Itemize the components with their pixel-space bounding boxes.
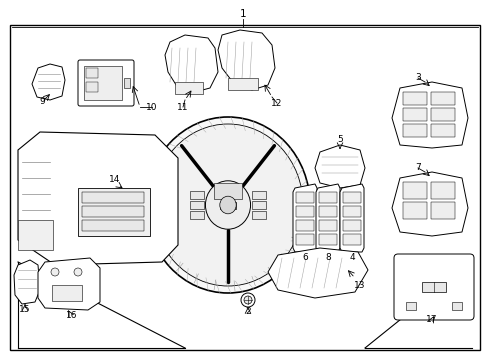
Bar [296, 234, 314, 245]
Ellipse shape [153, 124, 303, 286]
Bar [431, 202, 455, 219]
Text: 5: 5 [337, 135, 343, 144]
Bar [319, 234, 337, 245]
Bar [403, 182, 427, 199]
Bar [78, 188, 150, 236]
Text: 13: 13 [354, 280, 366, 289]
Ellipse shape [220, 196, 236, 214]
Text: 6: 6 [302, 253, 308, 262]
Bar [82, 192, 144, 203]
Circle shape [244, 296, 252, 304]
Polygon shape [18, 132, 178, 265]
Bar [84, 66, 122, 100]
Bar [343, 206, 361, 217]
Text: 3: 3 [415, 73, 421, 82]
FancyBboxPatch shape [394, 254, 474, 320]
Bar [124, 78, 130, 88]
Bar [403, 108, 427, 121]
Polygon shape [315, 145, 365, 188]
Polygon shape [14, 260, 40, 304]
Polygon shape [218, 30, 275, 90]
Bar [403, 202, 427, 219]
Bar [431, 124, 455, 137]
Text: 17: 17 [426, 315, 438, 324]
Text: 1: 1 [240, 9, 246, 19]
Bar [319, 192, 337, 203]
Bar [422, 282, 446, 292]
Text: 11: 11 [177, 103, 189, 112]
Bar [52, 285, 82, 301]
Bar [190, 211, 204, 219]
Bar [343, 220, 361, 231]
Bar [190, 201, 204, 209]
Bar [86, 82, 98, 92]
Polygon shape [268, 248, 368, 298]
Circle shape [241, 293, 255, 307]
Polygon shape [316, 184, 340, 252]
Bar [343, 234, 361, 245]
Text: 12: 12 [271, 99, 283, 108]
Circle shape [74, 268, 82, 276]
Text: 2: 2 [245, 307, 251, 316]
Polygon shape [32, 64, 65, 100]
Bar [86, 68, 98, 78]
Text: 16: 16 [66, 311, 78, 320]
Polygon shape [392, 82, 468, 148]
Bar [175, 82, 203, 94]
Bar [403, 92, 427, 105]
Bar [214, 183, 242, 199]
Bar [220, 202, 236, 208]
Bar [406, 302, 416, 310]
Text: 14: 14 [109, 175, 121, 184]
Bar [252, 191, 266, 199]
Polygon shape [165, 35, 218, 92]
Bar [431, 92, 455, 105]
Polygon shape [38, 258, 100, 310]
Ellipse shape [205, 181, 250, 229]
Text: 15: 15 [19, 306, 31, 315]
Bar [252, 211, 266, 219]
Polygon shape [293, 184, 317, 252]
Ellipse shape [146, 117, 310, 293]
Text: 4: 4 [349, 253, 355, 262]
Bar [82, 220, 144, 231]
Bar [296, 206, 314, 217]
Bar [82, 206, 144, 217]
Text: 7: 7 [415, 163, 421, 172]
Bar [252, 201, 266, 209]
Bar [431, 108, 455, 121]
Bar [18, 220, 53, 250]
Bar [319, 220, 337, 231]
Bar [296, 220, 314, 231]
Text: 10: 10 [146, 103, 158, 112]
Bar [228, 78, 258, 90]
Text: 8: 8 [325, 253, 331, 262]
Bar [190, 191, 204, 199]
Bar [452, 302, 462, 310]
Text: 9: 9 [39, 98, 45, 107]
Bar [403, 124, 427, 137]
Polygon shape [340, 184, 364, 252]
Bar [431, 182, 455, 199]
Polygon shape [392, 172, 468, 236]
Bar [319, 206, 337, 217]
Bar [343, 192, 361, 203]
Circle shape [51, 268, 59, 276]
Bar [296, 192, 314, 203]
FancyBboxPatch shape [78, 60, 134, 106]
